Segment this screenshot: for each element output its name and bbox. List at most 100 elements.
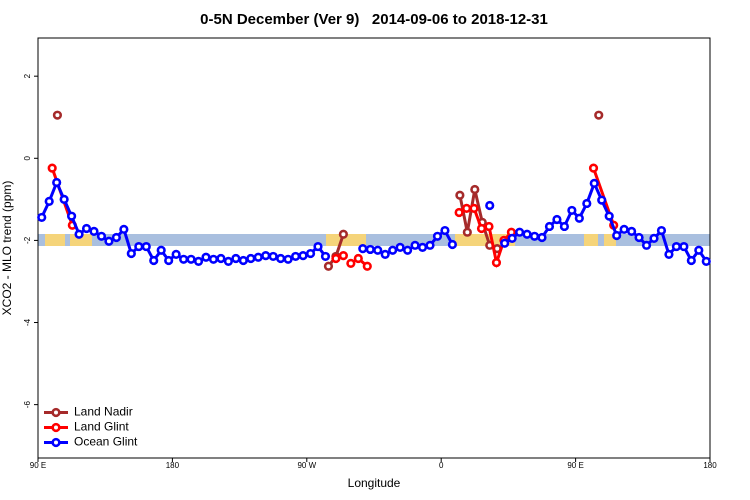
x-tick-label: 0: [439, 461, 444, 470]
x-tick-label: 90 E: [30, 461, 46, 470]
plot-frame: [37, 37, 711, 459]
data-point: [66, 211, 77, 221]
data-point: [664, 249, 674, 259]
data-point: [276, 253, 286, 264]
data-point: [507, 233, 517, 243]
data-point: [612, 230, 622, 241]
legend-text: Ocean Glint: [74, 435, 138, 449]
data-point: [454, 207, 464, 218]
data-point: [346, 258, 356, 268]
x-tick-label: 90 W: [297, 461, 316, 470]
x-tick-label: 90 E: [567, 461, 583, 470]
legend-item: Ocean Glint: [44, 435, 138, 449]
data-point: [552, 214, 562, 225]
data-point: [491, 257, 502, 268]
data-point: [559, 221, 570, 232]
data-point: [447, 239, 458, 250]
data-point: [186, 254, 196, 264]
data-point: [305, 248, 316, 259]
data-point: [403, 245, 413, 255]
data-point: [126, 248, 136, 259]
data-point: [701, 256, 711, 266]
data-point: [476, 223, 487, 234]
data-point: [417, 242, 428, 252]
data-point: [395, 242, 405, 252]
data-point: [604, 211, 614, 221]
data-point: [362, 261, 372, 271]
data-point: [208, 254, 219, 264]
data-point: [47, 163, 57, 173]
data-point: [338, 229, 348, 239]
data-point: [634, 232, 644, 243]
data-point: [589, 178, 599, 188]
data-point: [298, 250, 308, 261]
data-point: [582, 198, 592, 209]
data-point: [484, 221, 494, 232]
legend-item: Land Glint: [44, 420, 129, 434]
data-point: [410, 240, 420, 250]
data-point: [323, 261, 334, 271]
data-point: [331, 253, 341, 264]
data-point: [291, 251, 301, 262]
data-point: [231, 253, 241, 264]
y-tick-label: -2: [23, 236, 32, 244]
data-point: [149, 255, 159, 266]
data-point: [469, 203, 479, 213]
land-band: [455, 234, 515, 246]
y-tick-label: 2: [23, 73, 32, 78]
data-point: [432, 231, 443, 241]
data-point: [52, 110, 63, 120]
data-point: [455, 190, 465, 200]
data-point: [626, 226, 637, 236]
data-point: [59, 194, 69, 204]
x-axis-label: Longitude: [348, 476, 401, 490]
data-point: [261, 250, 271, 261]
y-tick-label: 0: [23, 156, 32, 161]
data-point: [44, 196, 54, 207]
data-point: [134, 241, 144, 252]
data-point: [223, 256, 233, 266]
y-tick-label: -6: [23, 401, 32, 409]
data-point: [111, 232, 121, 243]
data-point: [216, 253, 226, 264]
data-point: [283, 254, 293, 264]
data-point: [649, 233, 659, 243]
data-point: [380, 249, 390, 259]
data-point: [201, 252, 211, 262]
data-point: [470, 184, 480, 195]
data-point: [373, 245, 383, 255]
data-point: [358, 244, 368, 254]
data-point: [619, 224, 629, 234]
land-band: [45, 234, 65, 246]
data-point: [425, 240, 435, 250]
data-point: [156, 245, 166, 255]
legend-text: Land Nadir: [74, 405, 133, 419]
data-point: [594, 110, 604, 120]
data-point: [440, 225, 450, 236]
land-band: [326, 234, 366, 246]
data-point: [641, 240, 652, 250]
legend-marker: [51, 422, 61, 433]
land-band: [584, 234, 598, 246]
data-point: [500, 238, 510, 248]
data-point: [671, 241, 682, 252]
data-point: [485, 200, 495, 211]
data-point: [81, 223, 92, 234]
y-tick-label: -4: [23, 318, 32, 326]
legend-text: Land Glint: [74, 420, 129, 434]
data-point: [567, 205, 577, 216]
data-point: [537, 232, 547, 243]
data-point: [656, 225, 667, 236]
data-point: [544, 221, 555, 232]
data-point: [164, 255, 174, 266]
data-point: [96, 231, 107, 241]
legend-item: Land Nadir: [44, 405, 133, 419]
data-point: [597, 195, 607, 205]
data-point: [313, 241, 323, 252]
data-point: [246, 253, 256, 264]
data-point: [353, 253, 363, 264]
data-point: [522, 229, 532, 239]
legend-marker: [51, 407, 61, 418]
